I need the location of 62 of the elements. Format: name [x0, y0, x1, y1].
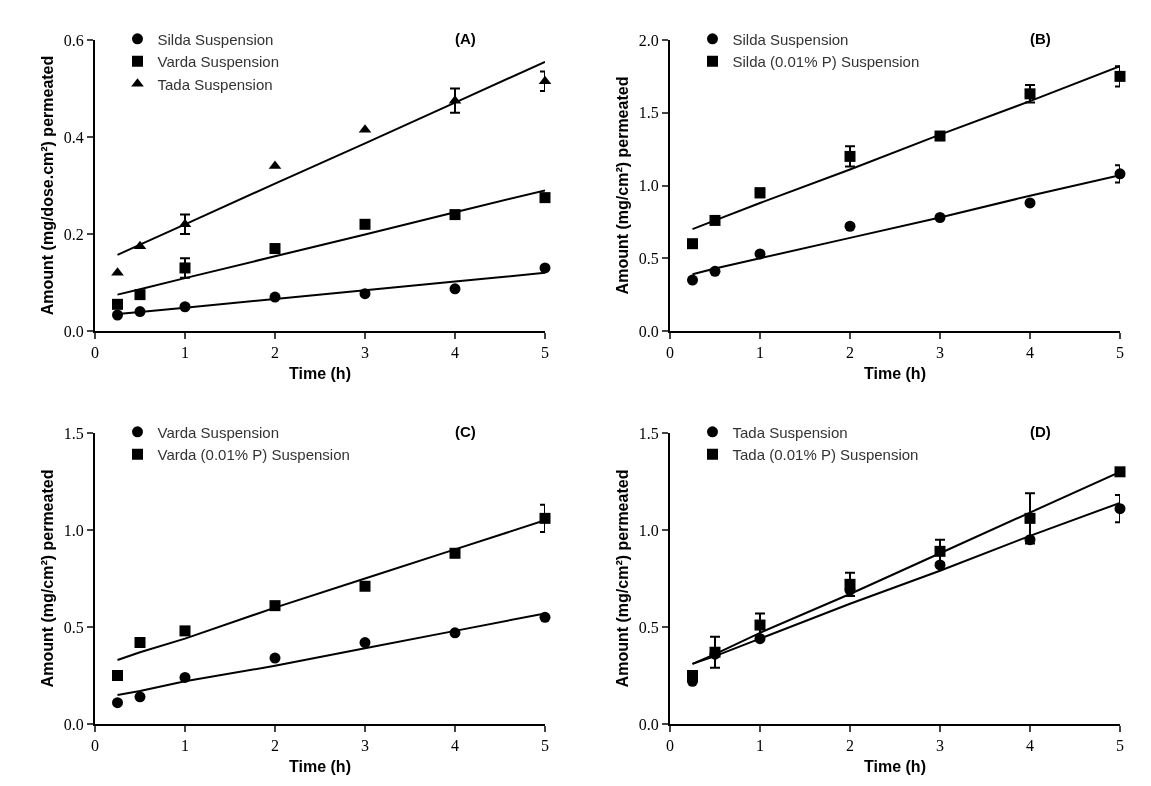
x-tick-label: 0 — [91, 737, 99, 755]
y-tick-label: 1.0 — [638, 177, 659, 195]
y-tick-label: 0.5 — [638, 618, 659, 636]
y-axis-title: Amount (mg/cm²) permeated — [614, 469, 632, 688]
legend-label: Silda Suspension — [732, 30, 849, 48]
y-axis-title: Amount (mg/cm²) permeated — [39, 469, 57, 688]
y-tick-label: 1.5 — [63, 424, 84, 442]
legend-label: Varda (0.01% P) Suspension — [157, 446, 350, 464]
x-tick-label: 1 — [181, 344, 189, 362]
y-tick-label: 0.2 — [63, 225, 84, 243]
x-tick-label: 4 — [1026, 344, 1034, 362]
x-axis-title: Time (h) — [289, 758, 351, 776]
y-tick-label: 0.5 — [638, 249, 659, 267]
x-tick-label: 2 — [271, 737, 279, 755]
x-tick-label: 4 — [451, 737, 459, 755]
y-tick-label: 1.0 — [63, 521, 84, 539]
x-tick-label: 5 — [541, 737, 549, 755]
annotation: (A) — [455, 30, 476, 47]
y-tick-label: 0.5 — [63, 618, 84, 636]
y-tick-label: 0.4 — [63, 128, 84, 146]
legend-label: Silda Suspension — [157, 30, 274, 48]
x-tick-label: 2 — [846, 344, 854, 362]
x-tick-label: 3 — [361, 737, 369, 755]
x-tick-label: 5 — [1116, 344, 1124, 362]
x-tick-label: 4 — [1026, 737, 1034, 755]
y-tick-label: 0.0 — [638, 322, 659, 340]
y-tick-label: 0.0 — [638, 715, 659, 733]
annotation: (B) — [1030, 30, 1051, 47]
x-tick-label: 1 — [756, 344, 764, 362]
x-tick-label: 5 — [1116, 737, 1124, 755]
x-tick-label: 3 — [936, 344, 944, 362]
x-tick-label: 5 — [541, 344, 549, 362]
y-tick-label: 0.0 — [63, 715, 84, 733]
x-tick-label: 3 — [361, 344, 369, 362]
x-tick-label: 1 — [181, 737, 189, 755]
x-tick-label: 0 — [666, 737, 674, 755]
x-tick-label: 2 — [271, 344, 279, 362]
legend-label: Varda Suspension — [157, 423, 279, 441]
y-tick-label: 0.0 — [63, 322, 84, 340]
y-tick-label: 1.0 — [638, 521, 659, 539]
x-tick-label: 0 — [91, 344, 99, 362]
x-tick-label: 1 — [756, 737, 764, 755]
x-tick-label: 0 — [666, 344, 674, 362]
y-tick-label: 2.0 — [638, 31, 659, 49]
annotation: (D) — [1030, 423, 1051, 440]
annotation: (C) — [455, 423, 476, 440]
x-tick-label: 4 — [451, 344, 459, 362]
x-tick-label: 2 — [846, 737, 854, 755]
legend-label: Varda Suspension — [157, 53, 279, 71]
x-axis-title: Time (h) — [864, 758, 926, 776]
y-axis-title: Amount (mg/cm²) permeated — [614, 76, 632, 295]
x-tick-label: 3 — [936, 737, 944, 755]
x-axis-title: Time (h) — [864, 365, 926, 383]
x-axis-title: Time (h) — [289, 365, 351, 383]
y-tick-label: 0.6 — [63, 31, 84, 49]
legend-label: Tada Suspension — [157, 75, 273, 93]
legend-label: Tada Suspension — [732, 423, 848, 441]
y-axis-title: Amount (mg/dose.cm²) permeated — [39, 55, 57, 316]
y-tick-label: 1.5 — [638, 104, 659, 122]
legend-label: Tada (0.01% P) Suspension — [732, 446, 919, 464]
legend-label: Silda (0.01% P) Suspension — [732, 53, 920, 71]
y-tick-label: 1.5 — [638, 424, 659, 442]
